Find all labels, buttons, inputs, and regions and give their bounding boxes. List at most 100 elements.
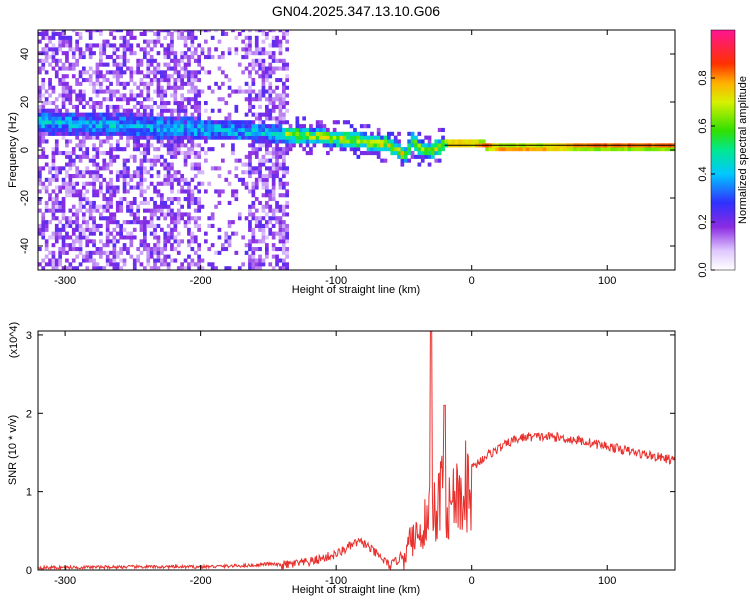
heatmap-cell: [139, 250, 144, 255]
heatmap-cell: [44, 55, 49, 60]
heatmap-cell: [136, 181, 140, 186]
heatmap-cell: [126, 124, 130, 129]
heatmap-cell: [163, 101, 168, 106]
heatmap-cell: [197, 266, 201, 270]
heatmap-cell: [61, 247, 66, 252]
heatmap-cell: [288, 143, 293, 148]
heatmap-cell: [271, 127, 276, 132]
heatmap-cell: [248, 266, 252, 270]
heatmap-cell: [278, 97, 283, 102]
heatmap-cell: [200, 30, 205, 33]
heatmap-cell: [431, 154, 435, 159]
heatmap-cell: [119, 120, 123, 125]
heatmap-cell: [75, 247, 79, 252]
heatmap-cell: [102, 78, 107, 83]
heatmap-cell: [183, 189, 188, 194]
heatmap-cell: [115, 170, 120, 175]
heatmap-cell: [271, 39, 276, 44]
heatmap-cell: [258, 174, 262, 179]
heatmap-cell: [431, 143, 435, 148]
heatmap-cell: [119, 35, 123, 40]
heatmap-cell: [190, 89, 195, 94]
heatmap-cell: [170, 112, 174, 117]
heatmap-cell: [75, 81, 79, 86]
heatmap-cell: [261, 51, 266, 56]
heatmap-cell: [420, 139, 425, 144]
heatmap-cell: [180, 31, 184, 36]
heatmap-cell: [231, 189, 235, 194]
heatmap-cell: [173, 58, 178, 63]
heatmap-cell: [265, 174, 269, 179]
heatmap-cell: [65, 185, 69, 190]
heatmap-cell: [200, 47, 205, 52]
heatmap-cell: [346, 120, 350, 125]
heatmap-cell: [176, 266, 181, 270]
heatmap-cell: [149, 131, 154, 136]
heatmap-cell: [65, 35, 69, 40]
heatmap-cell: [173, 131, 178, 136]
heatmap-cell: [85, 227, 90, 232]
heatmap-cell: [278, 139, 283, 144]
heatmap-cell: [48, 101, 52, 106]
heatmap-cell: [288, 127, 293, 132]
heatmap-cell: [258, 254, 262, 259]
heatmap-cell: [129, 47, 134, 52]
heatmap-cell: [251, 254, 256, 259]
heatmap-cell: [278, 120, 283, 125]
heatmap-cell: [187, 101, 191, 106]
heatmap-cell: [99, 127, 103, 132]
heatmap-cell: [105, 62, 110, 67]
heatmap-cell: [166, 81, 171, 86]
heatmap-cell: [254, 247, 259, 252]
heatmap-cell: [160, 212, 164, 217]
heatmap-cell: [278, 151, 283, 156]
heatmap-cell: [207, 116, 212, 121]
heatmap-cell: [149, 254, 154, 259]
heatmap-cell: [143, 112, 147, 117]
heatmap-cell: [180, 35, 184, 40]
heatmap-cell: [285, 139, 289, 144]
heatmap-cell: [132, 81, 137, 86]
heatmap-cell: [234, 104, 239, 109]
heatmap-cell: [41, 127, 46, 132]
heatmap-cell: [78, 97, 83, 102]
heatmap-cell: [156, 70, 161, 75]
heatmap-cell: [193, 120, 198, 125]
heatmap-cell: [559, 147, 564, 152]
heatmap-cell: [51, 112, 56, 117]
heatmap-cell: [78, 189, 83, 194]
heatmap-cell: [61, 78, 66, 83]
heatmap-cell: [217, 174, 222, 179]
heatmap-cell: [166, 204, 171, 209]
heatmap-cell: [51, 262, 56, 267]
heatmap-cell: [115, 239, 120, 244]
heatmap-cell: [119, 147, 123, 152]
heatmap-cell: [146, 127, 151, 132]
heatmap-cell: [126, 166, 130, 171]
heatmap-cell: [54, 143, 59, 148]
heatmap-cell: [85, 131, 90, 136]
heatmap-cell: [143, 120, 147, 125]
heatmap-cell: [322, 131, 327, 136]
heatmap-cell: [115, 30, 120, 33]
heatmap-cell: [54, 112, 59, 117]
heatmap-cell: [210, 131, 215, 136]
heatmap-cell: [275, 200, 279, 205]
heatmap-cell: [197, 101, 201, 106]
heatmap-cell: [193, 174, 198, 179]
heatmap-cell: [92, 51, 96, 56]
heatmap-cell: [271, 116, 276, 121]
heatmap-cell: [271, 66, 276, 71]
heatmap-cell: [224, 116, 229, 121]
heatmap-cell: [105, 135, 110, 140]
heatmap-cell: [146, 97, 151, 102]
heatmap-cell: [92, 124, 96, 129]
heatmap-cell: [88, 200, 93, 205]
heatmap-cell: [48, 193, 52, 198]
heatmap-cell: [160, 193, 164, 198]
heatmap-cell: [197, 78, 201, 83]
heatmap-cell: [180, 189, 184, 194]
heatmap-cell: [244, 89, 249, 94]
heatmap-cell: [275, 135, 279, 140]
